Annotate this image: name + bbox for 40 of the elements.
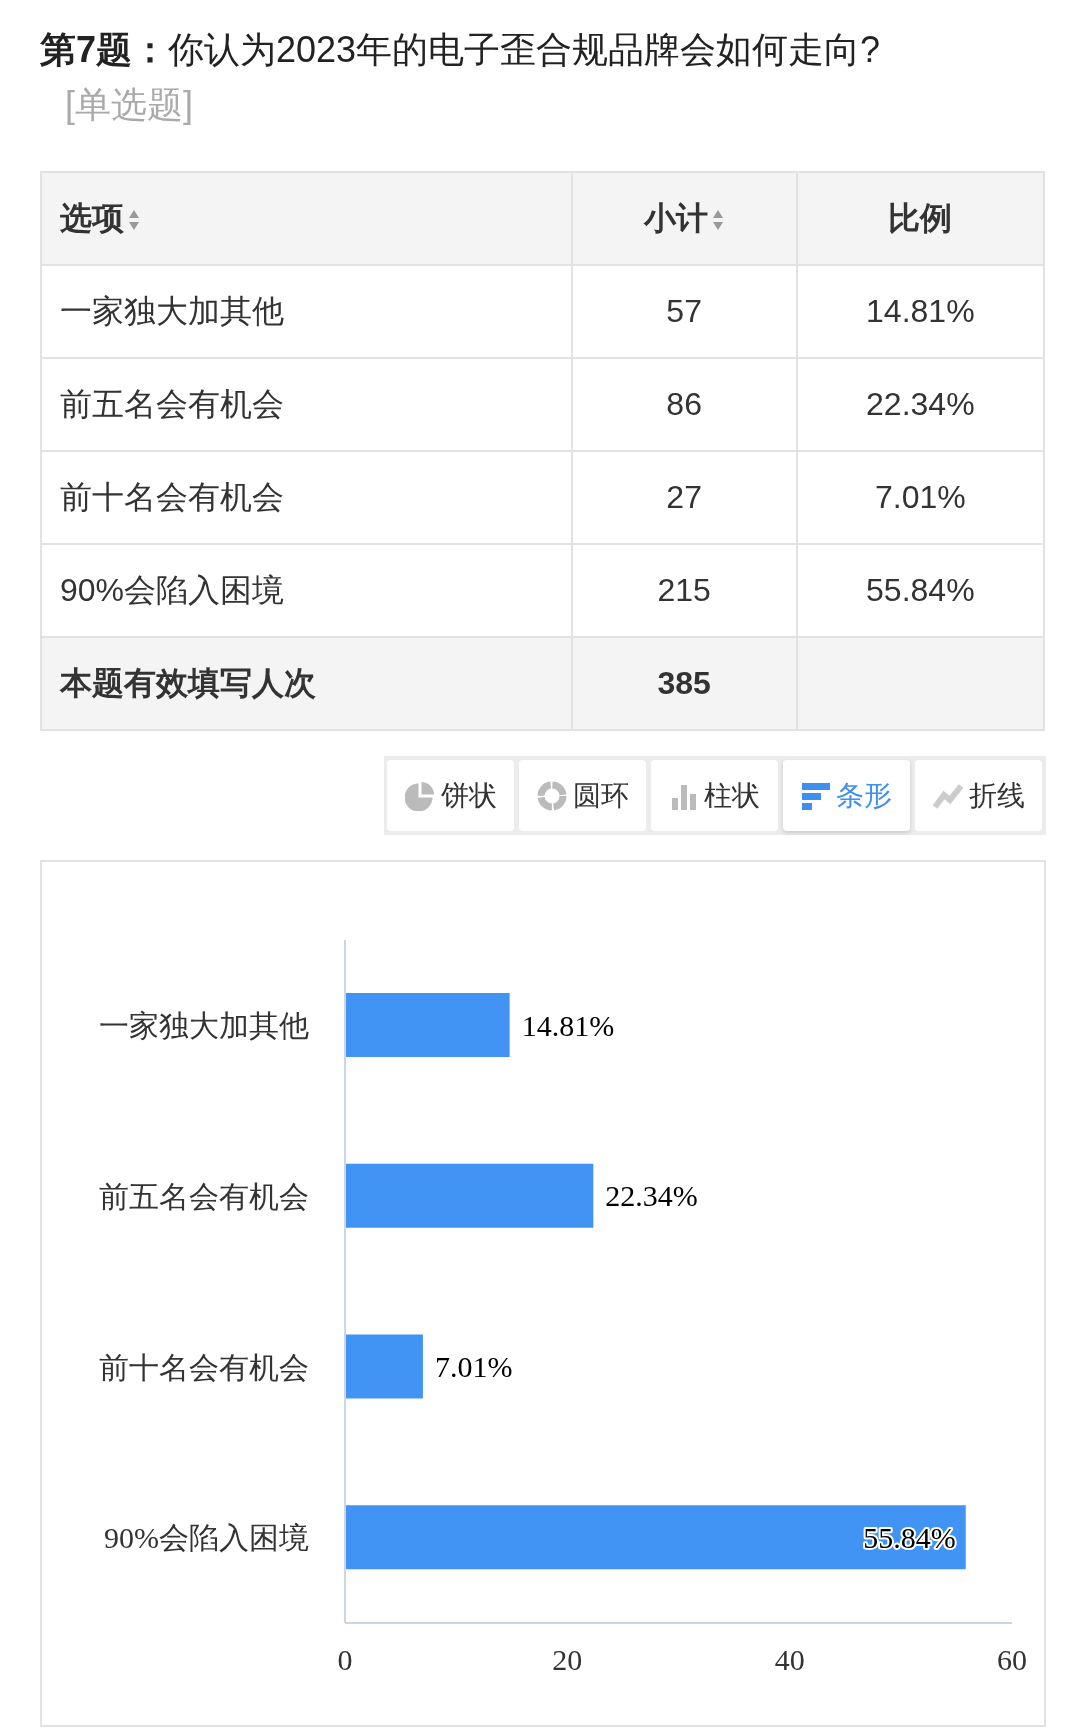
x-tick-label: 0: [337, 1643, 353, 1677]
text: 57: [571, 265, 797, 358]
bar: [345, 1334, 423, 1399]
data-label: 14.81%: [521, 1008, 615, 1042]
text: 385: [571, 637, 797, 730]
text: 柱状: [703, 778, 760, 813]
data-label: 7.01%: [434, 1350, 513, 1383]
text: 27: [571, 451, 797, 544]
text: 前十名会有机会: [41, 451, 572, 544]
text: 第7题：你认为2023年的电子歪合规品牌会如何走向?: [40, 28, 881, 72]
text: 一家独大加其他: [41, 265, 572, 358]
text: 55.84%: [796, 544, 1044, 637]
text: 本题有效填写人次: [41, 637, 572, 730]
y-tick-label: 前五名会有机会: [99, 1179, 309, 1213]
x-tick-label: 60: [997, 1643, 1027, 1677]
x-tick-label: 40: [774, 1643, 805, 1677]
text: 215: [571, 544, 797, 637]
text: 86: [571, 358, 797, 451]
data-label: 22.34%: [605, 1179, 698, 1213]
y-tick-label: 90%会陷入困境: [104, 1521, 309, 1555]
text: 22.34%: [796, 358, 1044, 451]
bar: [345, 1163, 594, 1228]
y-tick-label: 一家独大加其他: [99, 1009, 309, 1043]
text: 饼状: [440, 778, 497, 813]
x-tick-label: 20: [552, 1643, 583, 1677]
text: 选项: [41, 172, 572, 265]
text: 条形: [835, 778, 892, 813]
data-label: 55.84%: [863, 1520, 956, 1554]
text: 14.81%: [796, 265, 1044, 358]
bar: [345, 1505, 966, 1570]
text: 90%会陷入困境: [41, 544, 572, 637]
text: 圆环: [572, 778, 629, 813]
y-tick-label: 前十名会有机会: [99, 1350, 309, 1384]
bar: [345, 993, 510, 1057]
text: 7.01%: [796, 451, 1044, 544]
text: 折线: [968, 778, 1025, 813]
text: 小计: [571, 172, 797, 265]
text: [单选题]: [65, 83, 194, 127]
text: 比例: [796, 172, 1044, 265]
text: 前五名会有机会: [41, 358, 572, 451]
